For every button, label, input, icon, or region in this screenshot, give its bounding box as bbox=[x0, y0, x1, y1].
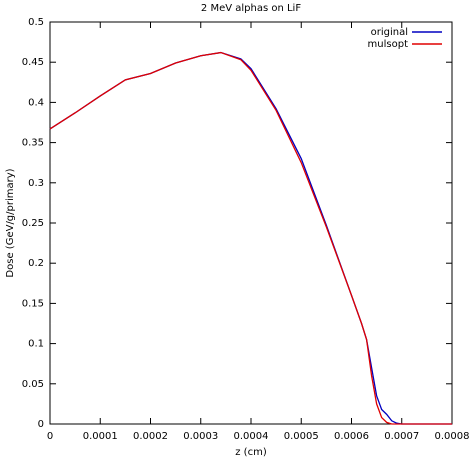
y-tick-label: 0.25 bbox=[22, 218, 44, 229]
y-tick-label: 0.3 bbox=[28, 178, 44, 189]
series-line bbox=[49, 51, 452, 425]
y-tick-label: 0.5 bbox=[28, 17, 44, 28]
y-axis-label: Dose (GeV/g/primary) bbox=[5, 168, 16, 277]
y-tick-label: 0.35 bbox=[22, 138, 44, 149]
x-tick-label: 0.0003 bbox=[183, 431, 218, 442]
x-tick-label: 0.0004 bbox=[234, 431, 269, 442]
y-tick-label: 0.15 bbox=[22, 298, 44, 309]
legend-label: mulsopt bbox=[368, 39, 409, 50]
plot-frame bbox=[49, 21, 453, 425]
y-tick-label: 0.4 bbox=[28, 97, 44, 108]
x-tick-label: 0.0005 bbox=[284, 431, 319, 442]
x-tick-label: 0.0006 bbox=[334, 431, 369, 442]
chart-title: 2 MeV alphas on LiF bbox=[201, 3, 301, 14]
x-tick-label: 0.0007 bbox=[384, 431, 419, 442]
legend-label: original bbox=[371, 27, 408, 38]
y-tick-label: 0 bbox=[38, 419, 44, 430]
x-tick-label: 0.0008 bbox=[435, 431, 470, 442]
y-tick-label: 0.05 bbox=[22, 379, 44, 390]
y-tick-label: 0.45 bbox=[22, 57, 44, 68]
y-tick-label: 0.2 bbox=[28, 258, 44, 269]
series-line bbox=[49, 51, 452, 425]
x-axis-label: z (cm) bbox=[235, 447, 267, 458]
x-tick-label: 0.0002 bbox=[133, 431, 168, 442]
y-tick-label: 0.1 bbox=[28, 339, 44, 350]
x-tick-label: 0.0001 bbox=[83, 431, 118, 442]
x-tick-label: 0 bbox=[47, 431, 53, 442]
